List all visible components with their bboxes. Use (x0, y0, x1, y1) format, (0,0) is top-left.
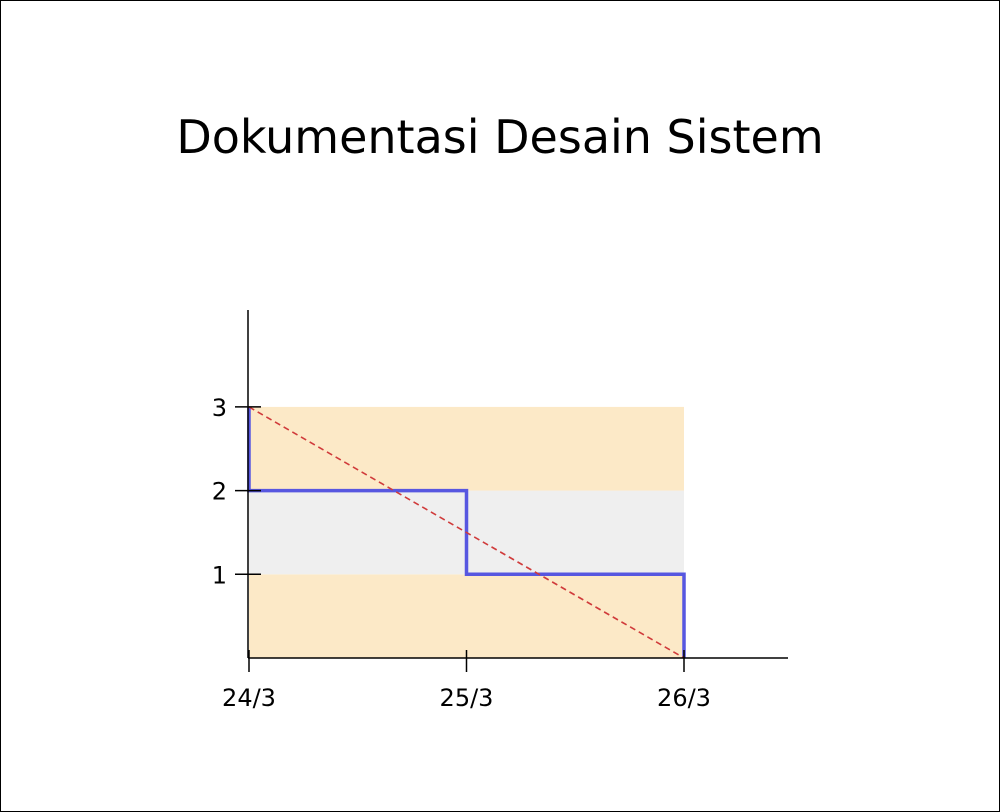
band-0 (249, 574, 684, 658)
x-tick-label: 25/3 (440, 684, 494, 712)
y-tick-label: 1 (212, 561, 227, 589)
y-tick-label: 2 (212, 478, 227, 506)
x-tick-label: 26/3 (657, 684, 711, 712)
x-tick-label: 24/3 (222, 684, 276, 712)
band-2 (249, 406, 684, 491)
series-dashed-line (248, 406, 685, 659)
y-tick-label: 3 (212, 394, 227, 422)
chart-title: Dokumentasi Desain Sistem (176, 110, 824, 164)
